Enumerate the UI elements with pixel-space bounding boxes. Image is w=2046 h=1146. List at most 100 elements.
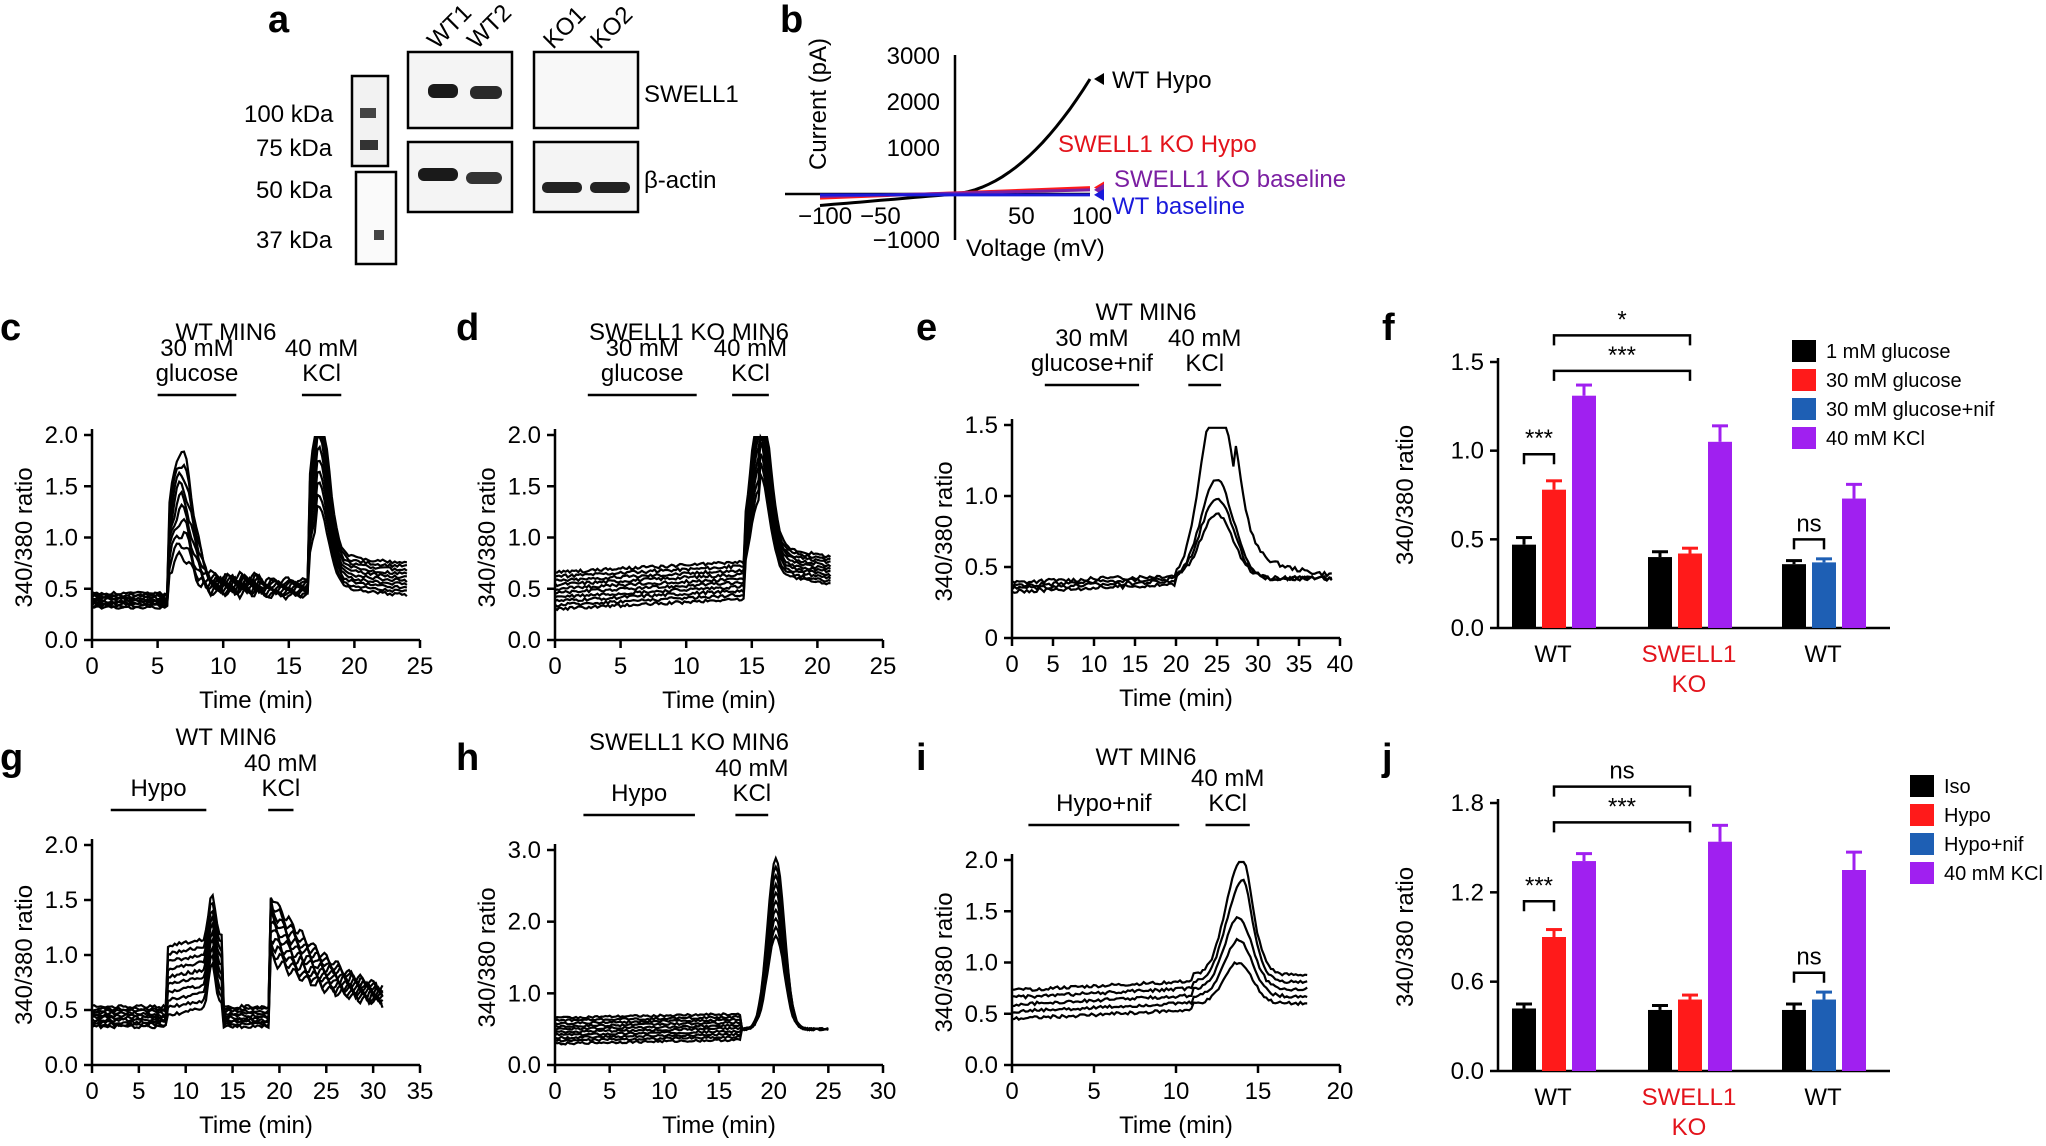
x-tick-label: 5	[132, 1078, 145, 1105]
ladder-band	[374, 230, 384, 240]
treatment-label: KCl	[1208, 790, 1247, 817]
legend-label: 40 mM KCl	[1944, 863, 2043, 885]
x-axis-label: Time (min)	[1119, 1112, 1233, 1139]
legend-swatch	[1792, 398, 1816, 420]
calcium-trace	[1011, 426, 1332, 585]
significance-label: ***	[1525, 425, 1553, 452]
x-tick-label: 5	[614, 653, 627, 680]
significance-bracket	[1552, 785, 1692, 797]
lane-label-ko2: KO2	[585, 1, 638, 54]
legend-ko-baseline: SWELL1 KO baseline	[1114, 166, 1346, 193]
calcium-trace	[554, 855, 829, 1032]
treatment-label: glucose	[156, 360, 239, 387]
y-tick-label: 3.0	[508, 837, 541, 864]
panel-title: WT MIN6	[176, 724, 277, 751]
y-tick-label: 2000	[887, 89, 940, 116]
y-axis-label: 340/380 ratio	[474, 887, 501, 1027]
row-label-swell1: SWELL1	[644, 81, 739, 108]
calcium-trace	[91, 436, 408, 600]
x-tick-label: 15	[275, 653, 302, 680]
y-tick-label: 1.5	[45, 473, 78, 500]
y-tick-label: 0.5	[45, 997, 78, 1024]
y-tick-label: 2.0	[508, 422, 541, 449]
western-blot-panel: WT1 WT2 KO1 KO2 100 kDa 75 kDa 50 kDa 37…	[244, 0, 739, 266]
lane-label-wt2: WT2	[462, 0, 517, 54]
x-axis-label: Time (min)	[662, 1112, 776, 1139]
legend-swatch	[1792, 369, 1816, 391]
calcium-trace	[1011, 478, 1333, 589]
panel-label-f: f	[1382, 307, 1395, 349]
x-tick-label: 10	[673, 653, 700, 680]
bar	[1812, 999, 1836, 1071]
x-tick-label: 30	[360, 1078, 387, 1105]
x-tick-label: 40	[1327, 651, 1354, 678]
significance-label: ns	[1796, 510, 1821, 537]
x-tick-label: 10	[1081, 651, 1108, 678]
y-tick-label: 1.5	[1451, 349, 1484, 376]
legend-swatch	[1792, 427, 1816, 449]
y-axis-label: 340/380 ratio	[931, 461, 958, 601]
y-tick-label: 0.5	[965, 554, 998, 581]
calcium-trace	[554, 436, 832, 588]
group-label: WT	[1534, 1084, 1572, 1111]
x-tick-label: 5	[1087, 1078, 1100, 1105]
y-tick-label: 0.0	[1451, 1058, 1484, 1085]
treatment-label: 40 mM	[1168, 325, 1241, 352]
y-tick-label: 0.5	[1451, 526, 1484, 553]
treatment-label: Hypo+nif	[1056, 790, 1152, 817]
significance-bracket	[1522, 452, 1556, 465]
blot-band	[470, 86, 502, 99]
panel-label-i: i	[916, 737, 927, 779]
calcium-trace	[1011, 915, 1308, 1008]
legend-wt-baseline: WT baseline	[1112, 193, 1245, 220]
x-tick-label: 0	[85, 653, 98, 680]
legend-label: 40 mM KCl	[1826, 428, 1925, 450]
legend-label: Hypo	[1944, 805, 1991, 827]
treatment-label: 30 mM	[160, 335, 233, 362]
y-tick-label: 1.0	[45, 525, 78, 552]
group-label: KO	[1672, 1114, 1707, 1141]
blot-band	[590, 182, 630, 193]
x-tick-label: 15	[706, 1078, 733, 1105]
calcium-trace	[554, 470, 831, 612]
marker-50kda: 50 kDa	[256, 177, 333, 204]
panel-label-c: c	[0, 307, 21, 349]
treatment-label: 40 mM	[714, 335, 787, 362]
bar	[1512, 1008, 1536, 1071]
treatment-label: KCl	[732, 780, 771, 807]
significance-bracket	[1792, 538, 1826, 550]
x-tick-label: 20	[266, 1078, 293, 1105]
y-tick-label: 0.0	[45, 1052, 78, 1079]
panel-title: SWELL1 KO MIN6	[589, 319, 789, 346]
group-label: SWELL1	[1642, 1084, 1737, 1111]
y-tick-label: 1.5	[508, 473, 541, 500]
treatment-label: Hypo	[611, 780, 667, 807]
x-tick-label: 30	[870, 1078, 897, 1105]
panel-title: WT MIN6	[1096, 299, 1197, 326]
bar	[1842, 498, 1866, 628]
y-tick-label: 1.8	[1451, 790, 1484, 817]
trace-panel-g: 0 5 10 15 20 25 30 35 0.0 0.5 1.0 1.5 2.0 Time (min) 3…	[11, 724, 433, 1139]
marker-100kda: 100 kDa	[244, 101, 334, 128]
legend-arrow-marker	[1094, 188, 1104, 201]
y-axis-label: 340/380 ratio	[474, 467, 501, 607]
y-tick-label: 0.0	[965, 1052, 998, 1079]
bar	[1678, 553, 1702, 628]
x-tick-label: 15	[219, 1078, 246, 1105]
calcium-trace	[1012, 878, 1308, 1000]
calcium-trace	[554, 436, 831, 583]
x-tick-label: 5	[1046, 651, 1059, 678]
blot-band	[542, 182, 582, 193]
x-tick-label: 20	[760, 1078, 787, 1105]
calcium-trace	[91, 444, 407, 603]
significance-label: ns	[1609, 758, 1634, 785]
calcium-trace	[91, 927, 384, 1022]
treatment-label: 40 mM	[244, 750, 317, 777]
x-tick-label: 50	[1008, 203, 1035, 230]
group-label: WT	[1534, 641, 1572, 668]
bar	[1812, 562, 1836, 628]
group-label: WT	[1804, 1084, 1842, 1111]
treatment-label: 40 mM	[1191, 765, 1264, 792]
bar	[1842, 870, 1866, 1071]
